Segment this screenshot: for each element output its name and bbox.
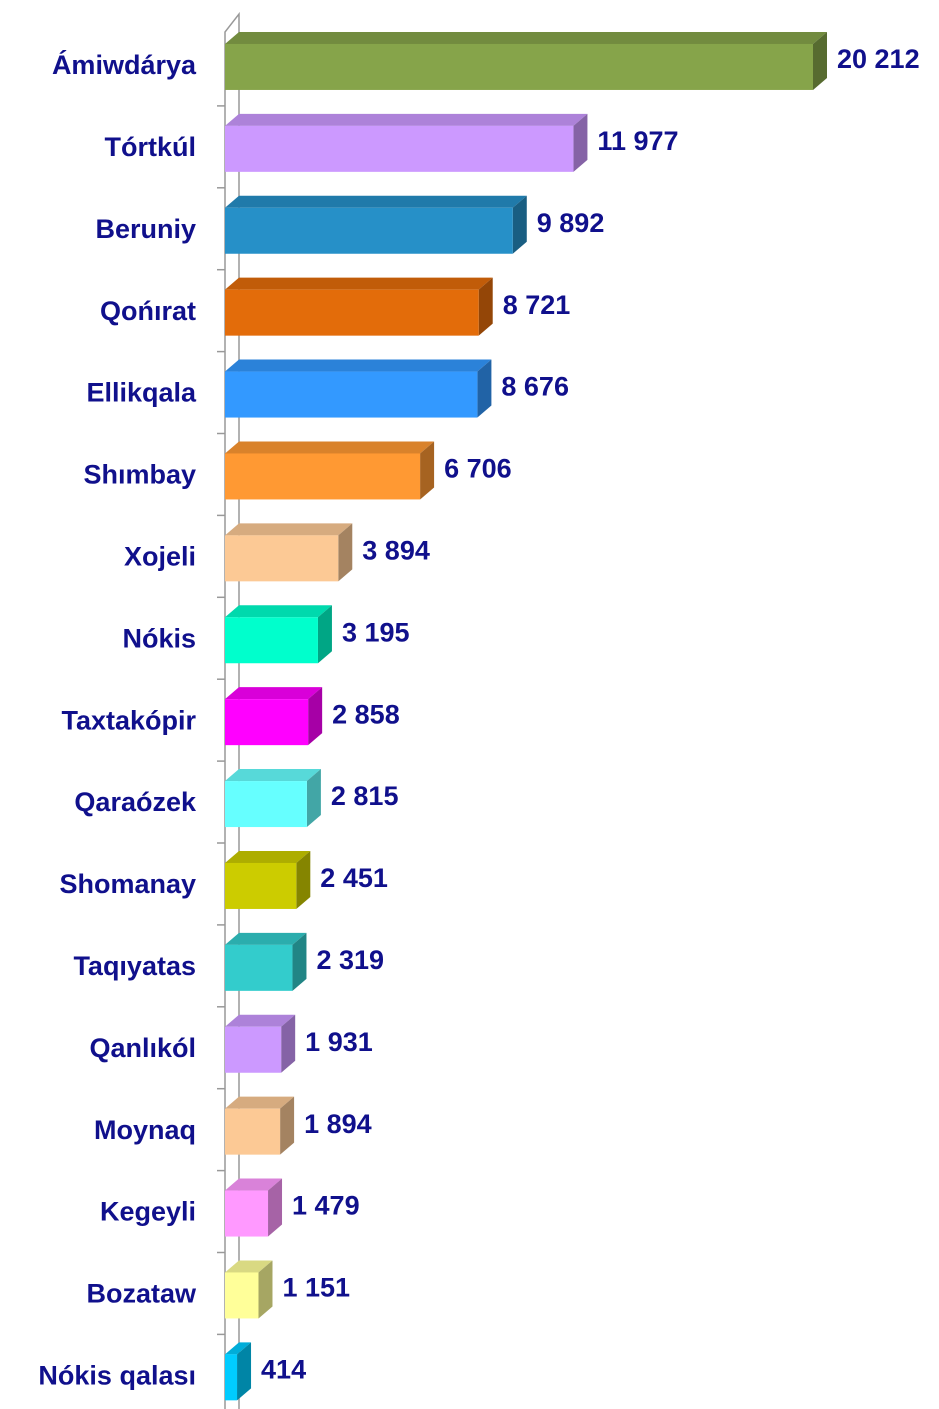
category-label: Moynaq bbox=[94, 1115, 196, 1145]
value-label: 3 195 bbox=[342, 617, 410, 647]
bar-side bbox=[281, 1014, 296, 1073]
category-label: Xojeli bbox=[124, 541, 196, 571]
bar-side bbox=[420, 441, 435, 500]
value-label: 1 894 bbox=[304, 1109, 372, 1139]
bar-top bbox=[225, 1178, 283, 1191]
bar-top bbox=[225, 195, 527, 208]
value-label: 6 706 bbox=[444, 454, 512, 484]
value-label: 414 bbox=[261, 1354, 306, 1384]
bar bbox=[225, 289, 479, 336]
bar-side bbox=[478, 277, 493, 336]
bar-side bbox=[813, 31, 827, 90]
bar-side bbox=[573, 113, 588, 172]
bar-top bbox=[225, 1014, 296, 1027]
bar bbox=[225, 699, 309, 746]
value-label: 9 892 bbox=[537, 208, 605, 238]
value-label: 20 212 bbox=[837, 44, 920, 74]
value-label: 11 977 bbox=[597, 126, 678, 156]
bar bbox=[225, 781, 307, 828]
bar-top bbox=[225, 277, 493, 290]
bar-top bbox=[225, 1260, 273, 1273]
bar bbox=[225, 862, 297, 909]
bar-side bbox=[477, 359, 492, 418]
category-label: Taqıyatas bbox=[73, 951, 196, 981]
bar-top bbox=[225, 932, 307, 945]
category-label: Qaraózek bbox=[74, 787, 197, 817]
bar bbox=[225, 535, 339, 582]
value-label: 3 894 bbox=[362, 535, 430, 565]
bar-top bbox=[225, 1096, 295, 1109]
bar bbox=[225, 1108, 281, 1155]
category-label: Tórtkúl bbox=[105, 132, 197, 162]
bar-top bbox=[225, 523, 353, 536]
bar-side bbox=[338, 523, 353, 582]
bar bbox=[225, 43, 813, 90]
category-label: Bozataw bbox=[86, 1279, 197, 1309]
bar-side bbox=[308, 687, 323, 746]
bar bbox=[225, 1026, 282, 1073]
category-label: Ámiwdárya bbox=[52, 49, 197, 80]
bar bbox=[225, 1272, 259, 1319]
category-label: Shomanay bbox=[59, 869, 196, 899]
bar bbox=[225, 617, 318, 664]
bar-top bbox=[225, 769, 321, 782]
value-label: 2 319 bbox=[316, 945, 384, 975]
value-label: 1 931 bbox=[305, 1027, 373, 1057]
value-label: 8 676 bbox=[501, 372, 569, 402]
bar bbox=[225, 453, 421, 500]
bar-side bbox=[512, 195, 527, 254]
bar bbox=[225, 944, 293, 991]
bar-side bbox=[296, 850, 311, 909]
bar bbox=[225, 125, 574, 172]
category-label: Shımbay bbox=[83, 460, 196, 490]
bar-top bbox=[225, 1342, 252, 1355]
bar-top bbox=[225, 687, 323, 700]
bar-side bbox=[280, 1096, 295, 1155]
value-label: 2 451 bbox=[320, 863, 388, 893]
value-label: 1 151 bbox=[282, 1273, 350, 1303]
bar-side bbox=[317, 605, 332, 664]
value-label: 8 721 bbox=[503, 290, 571, 320]
bar-top bbox=[225, 605, 332, 618]
bar bbox=[225, 371, 478, 418]
bar bbox=[225, 207, 513, 254]
bar bbox=[225, 1190, 269, 1237]
bar-top bbox=[225, 441, 435, 454]
category-label: Taxtakópir bbox=[61, 705, 196, 735]
category-label: Qanlıkól bbox=[89, 1033, 196, 1063]
category-label: Kegeyli bbox=[100, 1197, 196, 1227]
bar-side bbox=[292, 932, 307, 991]
bar-top bbox=[225, 850, 311, 863]
bar-side bbox=[268, 1178, 283, 1237]
bar-top bbox=[225, 113, 588, 126]
bar-side bbox=[237, 1342, 252, 1401]
bar-side bbox=[258, 1260, 273, 1319]
bar bbox=[225, 1354, 238, 1401]
value-label: 1 479 bbox=[292, 1191, 360, 1221]
value-label: 2 815 bbox=[331, 781, 399, 811]
category-label: Beruniy bbox=[95, 214, 196, 244]
category-label: Ellikqala bbox=[86, 378, 197, 408]
category-label: Qońırat bbox=[100, 296, 196, 326]
category-label: Nókis qalası bbox=[38, 1360, 196, 1390]
value-label: 2 858 bbox=[332, 699, 400, 729]
category-label: Nókis bbox=[122, 623, 196, 653]
bar-top bbox=[225, 359, 492, 372]
bar-top bbox=[225, 31, 827, 44]
bar-side bbox=[306, 769, 321, 828]
